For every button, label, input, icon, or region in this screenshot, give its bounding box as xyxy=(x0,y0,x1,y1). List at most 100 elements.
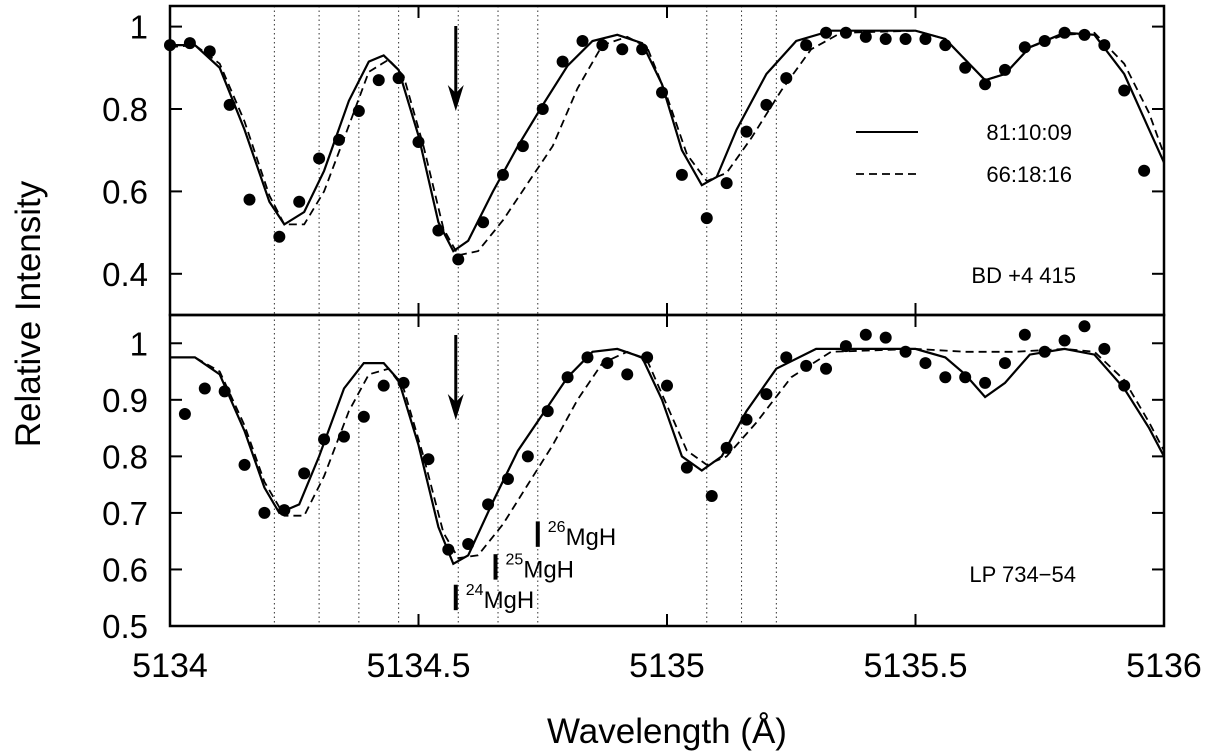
data-point xyxy=(178,407,191,420)
data-point xyxy=(1118,84,1131,97)
data-point xyxy=(422,453,435,466)
data-point xyxy=(839,340,852,353)
data-point xyxy=(879,331,892,344)
data-point xyxy=(482,498,495,511)
observed-points xyxy=(164,26,1151,266)
data-point xyxy=(332,133,345,146)
data-point xyxy=(800,359,813,372)
data-point xyxy=(616,43,629,56)
data-point xyxy=(800,39,813,52)
data-point xyxy=(959,371,972,384)
data-point xyxy=(1118,379,1131,392)
data-point xyxy=(412,135,425,148)
data-point xyxy=(238,458,251,471)
data-point xyxy=(621,368,634,381)
data-point xyxy=(899,345,912,358)
data-point xyxy=(496,168,509,181)
data-point xyxy=(1078,28,1091,41)
isotope-label: 25MgH xyxy=(506,552,574,584)
data-point xyxy=(576,35,589,48)
data-point xyxy=(596,39,609,52)
arrow-marker xyxy=(447,26,464,111)
data-point xyxy=(939,371,952,384)
data-point xyxy=(939,39,952,52)
data-point xyxy=(223,98,236,111)
data-point xyxy=(432,224,445,237)
y-tick-label: 0.6 xyxy=(102,551,148,588)
data-point xyxy=(372,74,385,87)
arrow-marker xyxy=(447,335,464,420)
data-point xyxy=(641,351,654,364)
y-tick-label: 1 xyxy=(130,325,148,362)
data-point xyxy=(675,168,688,181)
y-tick-label: 0.8 xyxy=(102,91,148,128)
data-point xyxy=(1058,26,1071,39)
line-marker-guides xyxy=(273,6,777,315)
data-point xyxy=(462,538,475,551)
y-tick-label: 0.6 xyxy=(102,173,148,210)
x-tick-label: 5134.5 xyxy=(367,647,471,685)
y-tick-label: 0.5 xyxy=(102,608,148,645)
data-point xyxy=(700,212,713,225)
arrow-head xyxy=(447,394,464,420)
data-point xyxy=(556,55,569,68)
data-point xyxy=(536,103,549,115)
data-point xyxy=(298,467,311,480)
x-axis-tick-labels: 5134 5134.5 5135 5135.5 5136 xyxy=(132,647,1202,685)
data-point xyxy=(561,371,574,384)
data-point xyxy=(740,413,753,426)
fit-curve-66-18-16 xyxy=(169,29,1165,257)
data-point xyxy=(720,177,733,190)
data-point xyxy=(656,86,669,99)
data-point xyxy=(959,61,972,74)
data-point xyxy=(183,37,196,50)
data-point xyxy=(760,98,773,111)
data-point xyxy=(919,357,932,370)
legend: 81:10:09 66:18:16 xyxy=(856,120,1072,187)
data-point xyxy=(859,30,872,43)
data-point xyxy=(452,253,465,266)
data-point xyxy=(1038,345,1051,358)
data-point xyxy=(377,379,390,392)
data-point xyxy=(760,388,773,401)
data-point xyxy=(859,328,872,341)
data-point xyxy=(839,26,852,39)
data-point xyxy=(1018,41,1031,54)
data-point xyxy=(357,410,370,423)
data-point xyxy=(278,504,291,517)
data-point xyxy=(1018,328,1031,341)
data-point xyxy=(313,152,326,165)
fit-curve-81-10-09 xyxy=(170,29,1166,253)
data-point xyxy=(705,489,718,502)
x-tick-label: 5134 xyxy=(132,647,208,685)
legend-label-solid: 81:10:09 xyxy=(986,120,1072,145)
data-point xyxy=(352,105,365,118)
data-point xyxy=(442,543,455,556)
data-point xyxy=(243,193,256,206)
y-tick-label: 0.9 xyxy=(102,382,148,419)
data-point xyxy=(477,216,490,229)
data-point xyxy=(1138,164,1151,177)
data-point xyxy=(203,45,216,58)
x-tick-label: 5135.5 xyxy=(864,647,968,685)
data-point xyxy=(979,78,992,91)
legend-label-dashed: 66:18:16 xyxy=(986,162,1072,187)
data-point xyxy=(397,376,410,389)
data-point xyxy=(258,506,271,519)
isotope-label: 26MgH xyxy=(548,519,616,551)
x-axis-label: Wavelength (Å) xyxy=(547,712,787,751)
y-axis-ticks: 0.4 0.6 0.8 1 xyxy=(102,9,1164,293)
fit-curve-81-10-09 xyxy=(170,347,1165,566)
data-point xyxy=(273,230,286,243)
data-point xyxy=(780,351,793,364)
x-tick-label: 5135 xyxy=(629,647,705,685)
data-point xyxy=(680,461,693,474)
data-point xyxy=(979,376,992,389)
data-point xyxy=(1038,35,1051,48)
y-tick-label: 0.4 xyxy=(102,256,148,293)
data-point xyxy=(740,125,753,138)
panel-label-star: LP 734−54 xyxy=(969,562,1076,587)
data-point xyxy=(998,63,1011,76)
